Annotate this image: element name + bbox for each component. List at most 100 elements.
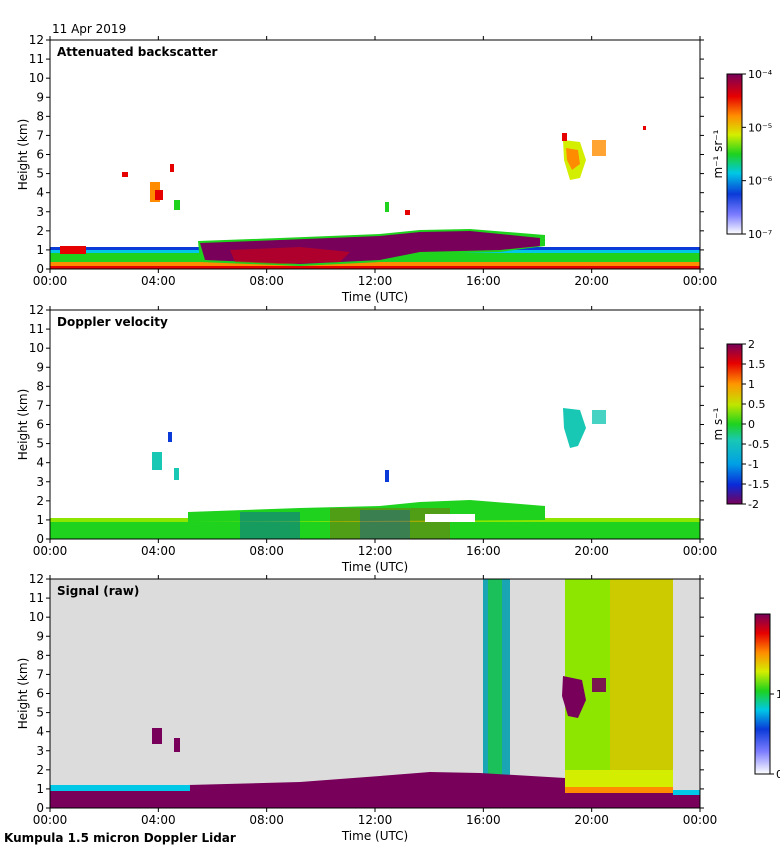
heatmap-midcloud-0400-e [122, 172, 128, 177]
panel-attenuated-backscatter: Attenuated backscatter 0123456789101112 … [16, 33, 773, 304]
heatmap-band-1900-bottom [565, 770, 673, 787]
heatmap-midcloud-0400-c [174, 468, 179, 480]
x-tick-label: 04:00 [141, 544, 176, 558]
heatmap-field [50, 408, 700, 539]
y-axis-label: Height (km) [16, 389, 30, 460]
x-axis: 00:00 04:00 08:00 12:00 16:00 20:00 00:00 [33, 36, 718, 288]
y-tick-label: 12 [29, 33, 44, 47]
x-tick-label: 12:00 [358, 813, 393, 827]
colorbar-tick-label: -1.5 [748, 478, 769, 491]
colorbar [754, 613, 771, 775]
heatmap-midcloud-2000-b [592, 410, 606, 424]
y-tick-label: 5 [36, 167, 44, 181]
heatmap-midcloud-2000 [563, 408, 586, 448]
y-tick-label: 0 [36, 532, 44, 546]
colorbar-tick-label: 0.5 [748, 398, 766, 411]
heatmap-small-cloud-b [405, 210, 410, 215]
heatmap-midcloud-2000 [562, 676, 586, 718]
colorbar-tick-label: 1.5 [748, 358, 766, 371]
heatmap-midcloud-2000-core [566, 148, 580, 170]
y-tick-label: 11 [29, 52, 44, 66]
x-tick-label: 08:00 [249, 274, 284, 288]
y-tick-label: 12 [29, 303, 44, 317]
x-tick-label: 00:00 [683, 274, 718, 288]
x-tick-label: 00:00 [683, 544, 718, 558]
heatmap-midcloud-2000-c [562, 133, 567, 141]
y-tick-label: 0 [36, 801, 44, 815]
heatmap-midcloud-0400 [152, 728, 162, 744]
colorbar-tick-label: 0.99 [776, 768, 780, 781]
x-tick-label: 20:00 [574, 274, 609, 288]
x-tick-label: 16:00 [466, 274, 501, 288]
heatmap-boundary-edge-left [50, 785, 190, 791]
x-tick-label: 00:00 [33, 274, 68, 288]
figure-date: 11 Apr 2019 [52, 22, 126, 36]
x-axis-label: Time (UTC) [341, 560, 408, 574]
heatmap-midcloud-0400-b [155, 190, 163, 200]
y-tick-label: 7 [36, 667, 44, 681]
plot-area [50, 310, 700, 539]
y-tick-label: 1 [36, 243, 44, 257]
y-tick-label: 7 [36, 398, 44, 412]
x-tick-label: 12:00 [358, 274, 393, 288]
heatmap-left-cloud [60, 246, 86, 254]
y-tick-label: 4 [36, 725, 44, 739]
colorbar [726, 343, 743, 505]
colorbar-tick-label: -0.5 [748, 438, 769, 451]
heatmap-boundary-layer [50, 520, 700, 539]
colorbar-tick-label: -2 [748, 498, 759, 511]
panel-title: Doppler velocity [57, 315, 168, 329]
y-tick-label: 8 [36, 648, 44, 662]
heatmap-midcloud-0400 [152, 452, 162, 470]
x-axis: 00:00 04:00 08:00 12:00 16:00 20:00 00:00 [33, 306, 718, 558]
colorbar-tick-label: 10⁻⁴ [748, 68, 773, 81]
y-tick-label: 12 [29, 572, 44, 586]
y-tick-label: 8 [36, 109, 44, 123]
panel-title: Signal (raw) [57, 584, 139, 598]
heatmap-gap [425, 514, 475, 522]
heatmap-cloud-deck-inner [230, 247, 350, 264]
colorbar-tick-label: 1 [776, 688, 780, 701]
x-tick-label: 00:00 [33, 544, 68, 558]
x-tick-label: 12:00 [358, 544, 393, 558]
y-tick-label: 2 [36, 763, 44, 777]
y-tick-label: 3 [36, 475, 44, 489]
x-tick-label: 00:00 [683, 813, 718, 827]
plot-area [50, 40, 700, 269]
y-tick-label: 11 [29, 591, 44, 605]
heatmap-turbulence-b [330, 508, 450, 539]
heatmap-midcloud-2000-b [592, 678, 606, 692]
x-tick-label: 00:00 [33, 813, 68, 827]
y-tick-label: 7 [36, 128, 44, 142]
heatmap-boundary-layer [50, 772, 565, 808]
colorbar-tick-label: 10⁻⁶ [748, 175, 773, 188]
x-tick-label: 08:00 [249, 544, 284, 558]
x-tick-label: 08:00 [249, 813, 284, 827]
y-tick-label: 9 [36, 90, 44, 104]
x-tick-label: 16:00 [466, 813, 501, 827]
y-tick-label: 10 [29, 341, 44, 355]
colorbar-tick-label: 0 [748, 418, 755, 431]
y-tick-label: 6 [36, 687, 44, 701]
x-tick-label: 16:00 [466, 544, 501, 558]
y-tick-label: 9 [36, 629, 44, 643]
colorbar-ticks: 2 1.5 1 0.5 0 -0.5 -1 -1.5 -2 [742, 338, 769, 511]
y-tick-label: 4 [36, 186, 44, 200]
x-axis: 00:00 04:00 08:00 12:00 16:00 20:00 00:00 [33, 575, 718, 827]
y-tick-label: 2 [36, 494, 44, 508]
y-tick-label: 10 [29, 610, 44, 624]
heatmap-midcloud-2000-b [592, 140, 606, 156]
y-tick-label: 6 [36, 148, 44, 162]
heatmap-band-1900-base [565, 787, 673, 795]
colorbar-tick-label: 10⁻⁷ [748, 228, 772, 241]
colorbar-ticks: 10⁻⁴ 10⁻⁵ 10⁻⁶ 10⁻⁷ [742, 68, 773, 241]
heatmap-small-cloud-c [643, 126, 646, 130]
heatmap-boundary-layer-right [565, 793, 700, 808]
y-tick-label: 11 [29, 322, 44, 336]
heatmap-field [50, 579, 700, 808]
instrument-label: Kumpula 1.5 micron Doppler Lidar [4, 831, 236, 845]
